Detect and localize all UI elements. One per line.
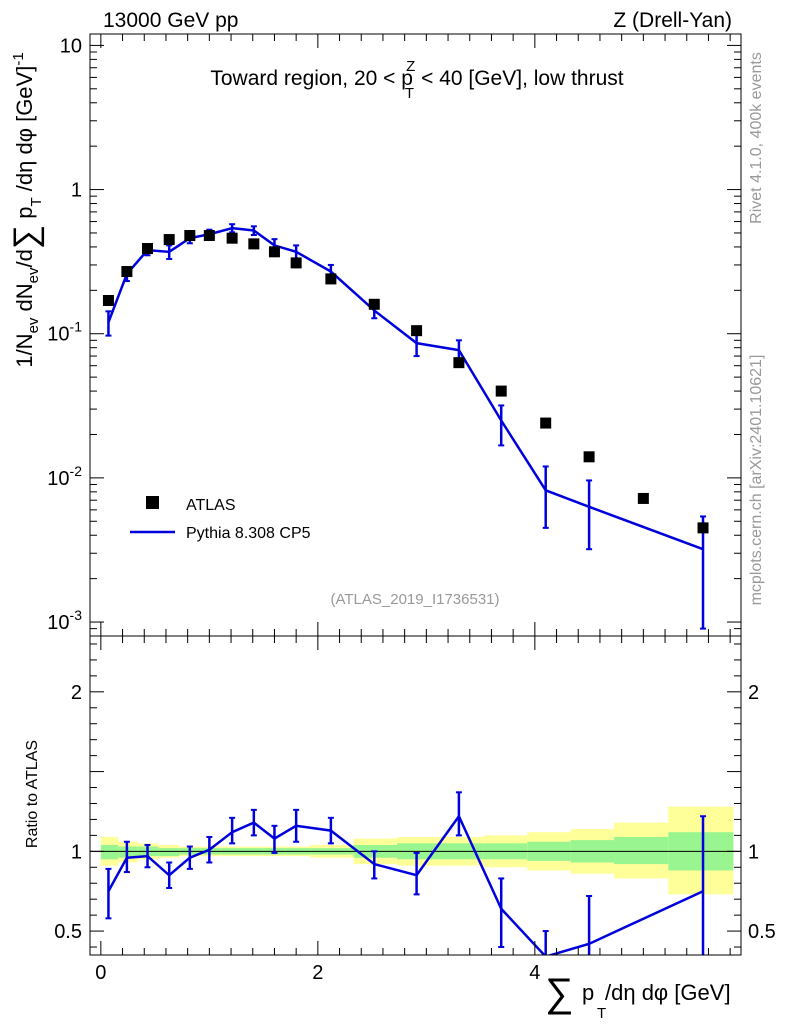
svg-text:/dη dφ [GeV]: /dη dφ [GeV] [605, 980, 731, 1005]
atlas-marker [411, 325, 423, 337]
svg-text:1/Nev dNev/d∑ pT /dη dφ [GeV]: 1/Nev dNev/d∑ pT /dη dφ [GeV]-1 [7, 52, 45, 367]
atlas-marker [697, 522, 709, 534]
legend-atlas-marker [146, 496, 159, 509]
mc-line [107, 226, 704, 551]
svg-text:p: p [582, 980, 594, 1005]
atlas-marker [495, 385, 507, 397]
atlas-marker [226, 232, 238, 244]
ratio-mc-line [107, 813, 704, 955]
x-axis-label: ∑ p T /dη dφ [GeV] [545, 971, 731, 1022]
process-label: Z (Drell-Yan) [613, 9, 732, 32]
y-tick-label-main: 10 [60, 35, 82, 57]
atlas-marker [142, 243, 154, 255]
y-tick-label-ratio: 2 [71, 682, 82, 704]
y-tick-label-main: 10-2 [47, 463, 82, 490]
main-data-layer [102, 223, 709, 630]
ratio-frame [89, 635, 742, 956]
band-inner [614, 836, 669, 865]
plot-title: Toward region, 20 < p TZ < 40 [GeV], low … [210, 58, 623, 102]
mcplots-label: mcplots.cern.ch [arXiv:2401.10621] [748, 355, 765, 606]
analysis-id: (ATLAS_2019_I1736531) [330, 591, 499, 608]
ratio-data-layer [105, 791, 707, 955]
atlas-marker [453, 357, 465, 369]
y-tick-label-ratio-right: 0.5 [748, 921, 776, 943]
svg-text:∑: ∑ [545, 971, 574, 1015]
atlas-marker [184, 230, 196, 242]
rivet-label: Rivet 4.1.0, 400k events [748, 52, 765, 224]
atlas-marker [583, 451, 595, 463]
x-tick-label: 2 [312, 962, 323, 984]
atlas-marker [540, 417, 552, 429]
x-tick-label: 0 [95, 962, 106, 984]
band-inner [100, 844, 119, 860]
y-axis-label-main: 1/Nev dNev/d∑ pT /dη dφ [GeV]-1 [7, 52, 45, 367]
y-tick-label-ratio-right: 1 [748, 841, 759, 863]
x-tick-label: 4 [529, 962, 540, 984]
ratio-clip-group [105, 791, 707, 955]
legend-mc-label: Pythia 8.308 CP5 [186, 525, 311, 542]
axes-ticks: 0 2 4 10 1 10-1 10-2 10-3 2 2 1 1 0.5 0.5 [47, 34, 776, 984]
atlas-marker [203, 230, 215, 242]
y-tick-label-main: 10-3 [47, 607, 82, 634]
y-tick-label-main: 1 [71, 180, 82, 202]
atlas-marker [268, 246, 280, 258]
legend-atlas-label: ATLAS [186, 497, 236, 514]
y-axis-label-ratio: Ratio to ATLAS [24, 740, 41, 848]
atlas-marker [248, 238, 260, 250]
atlas-marker [102, 295, 114, 307]
axes-frames [89, 33, 742, 956]
y-tick-label-main: 10-1 [47, 319, 82, 346]
atlas-marker [121, 266, 133, 278]
atlas-marker [637, 492, 649, 504]
band-inner [158, 848, 179, 857]
atlas-marker [368, 298, 380, 310]
y-tick-label-ratio: 1 [71, 841, 82, 863]
atlas-marker [290, 257, 302, 269]
svg-text:T: T [597, 1005, 606, 1022]
atlas-marker [325, 273, 337, 285]
y-tick-label-ratio-right: 2 [748, 682, 759, 704]
y-tick-label-ratio: 0.5 [54, 921, 82, 943]
energy-label: 13000 GeV pp [103, 9, 238, 32]
atlas-marker [163, 234, 175, 246]
